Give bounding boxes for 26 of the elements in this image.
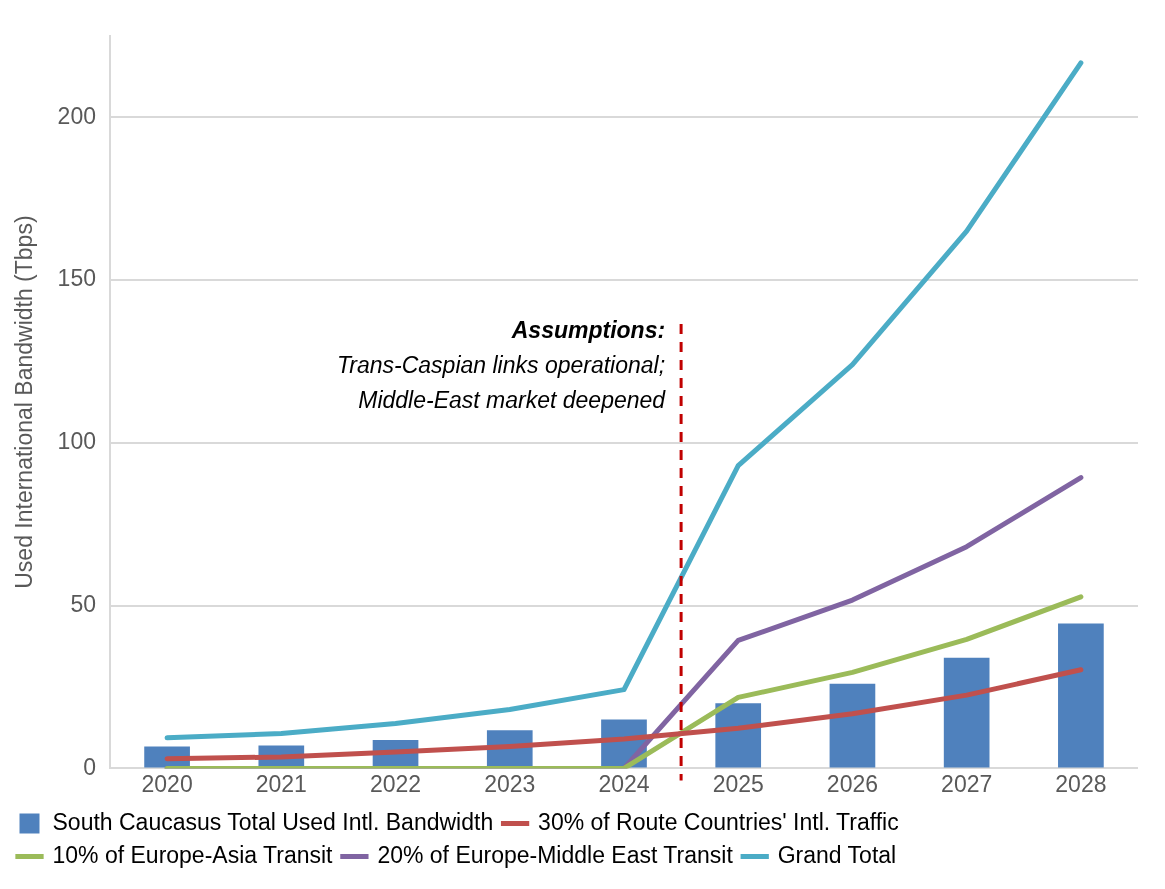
x-tick-label: 2024 [598, 770, 650, 797]
y-tick-label: 200 [57, 102, 96, 129]
annotation: Middle-East market deepened [358, 387, 667, 414]
bar [943, 657, 990, 768]
x-tick-label: 2021 [255, 770, 307, 797]
legend-label: South Caucasus Total Used Intl. Bandwidth [52, 808, 494, 835]
legend-label: 10% of Europe-Asia Transit [52, 841, 334, 868]
legend-label: 30% of Route Countries' Intl. Traffic [538, 808, 899, 835]
x-tick-label: 2022 [369, 770, 422, 797]
y-axis-title: Used International Bandwidth (Tbps) [11, 215, 38, 589]
x-tick-label: 2028 [1055, 770, 1107, 797]
x-tick-label: 2020 [141, 770, 193, 797]
annotation: Assumptions: [510, 317, 666, 344]
y-tick-label: 100 [57, 428, 96, 455]
y-tick-label: 0 [83, 753, 96, 780]
annotation: Trans-Caspian links operational; [336, 352, 666, 379]
legend-label: 20% of Europe-Middle East Transit [377, 841, 734, 868]
bar [1058, 623, 1104, 768]
bar [829, 683, 876, 768]
y-tick-label: 50 [70, 590, 96, 617]
x-tick-label: 2026 [826, 770, 879, 797]
legend-label: Grand Total [777, 841, 897, 868]
x-tick-label: 2023 [484, 770, 536, 797]
y-tick-label: 150 [57, 265, 96, 292]
x-tick-label: 2025 [712, 770, 764, 797]
x-tick-label: 2027 [941, 770, 993, 797]
